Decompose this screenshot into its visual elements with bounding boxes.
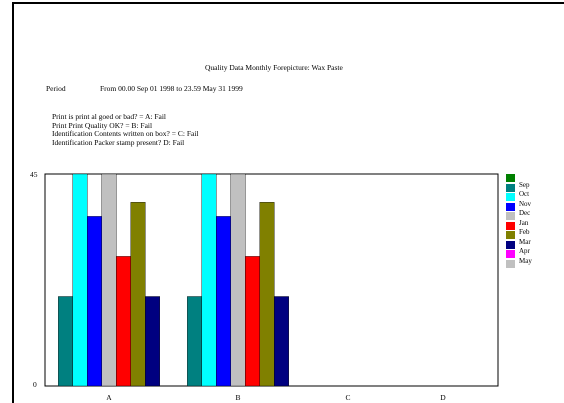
question-a: Print is print al goed or bad? = A: Fail (52, 112, 167, 121)
legend-label: Oct (519, 190, 530, 198)
bar-b-nov (216, 216, 232, 387)
bar-a-feb (130, 202, 146, 387)
bar-b-mar (274, 296, 289, 387)
legend-swatch (506, 221, 515, 230)
legend-label: Jan (519, 218, 529, 227)
bar-b-sep (187, 296, 203, 387)
bar-a-mar (145, 296, 161, 387)
bar-a-oct (72, 173, 88, 387)
bar-b-dec (230, 173, 246, 387)
legend-swatch (506, 193, 515, 201)
legend-swatch (506, 174, 515, 182)
report-title: Quality Data Monthly Forepicture: Wax Pa… (205, 63, 343, 72)
legend-swatch (506, 212, 515, 220)
plot-area (44, 173, 499, 387)
x-tick-label-b: B (235, 393, 240, 402)
legend-swatch (506, 250, 515, 258)
legend-label: May (519, 256, 532, 265)
x-tick-label-d: D (440, 393, 446, 402)
bar-a-jan (116, 256, 132, 387)
bar-a-sep (58, 296, 73, 387)
legend-swatch (506, 259, 515, 268)
bar-b-jan (245, 256, 261, 387)
legend-swatch (506, 183, 515, 192)
legend-label: Dec (519, 209, 531, 217)
legend-swatch (506, 202, 515, 211)
legend-swatch (506, 231, 515, 239)
y-tick-max: 45 (30, 170, 38, 179)
legend-label: Mar (519, 237, 531, 246)
period-label: Period (46, 84, 66, 93)
bar-a-nov (87, 216, 103, 387)
question-b: Print Print Quality OK? = B: Fail (52, 120, 153, 130)
legend-label: Sep (519, 180, 530, 189)
legend-label: Feb (519, 228, 530, 236)
legend-label: Apr (519, 247, 530, 255)
bar-a-dec (101, 173, 117, 387)
period-value: From 00.00 Sep 01 1998 to 23.59 May 31 1… (100, 84, 243, 93)
bar-b-feb (259, 202, 275, 387)
x-tick-label-a: A (106, 393, 112, 402)
y-tick-min: 0 (33, 380, 37, 389)
legend-swatch (506, 240, 515, 249)
question-list: Print is print al goed or bad? = A: Fail… (52, 112, 199, 147)
question-d: Identification Packer stamp present? D: … (52, 137, 185, 147)
x-tick-label-c: C (345, 393, 350, 402)
legend-label: Nov (519, 199, 532, 208)
question-c: Identification Contents written on box? … (52, 129, 199, 139)
report-frame (12, 2, 564, 403)
bar-b-oct (201, 173, 217, 387)
